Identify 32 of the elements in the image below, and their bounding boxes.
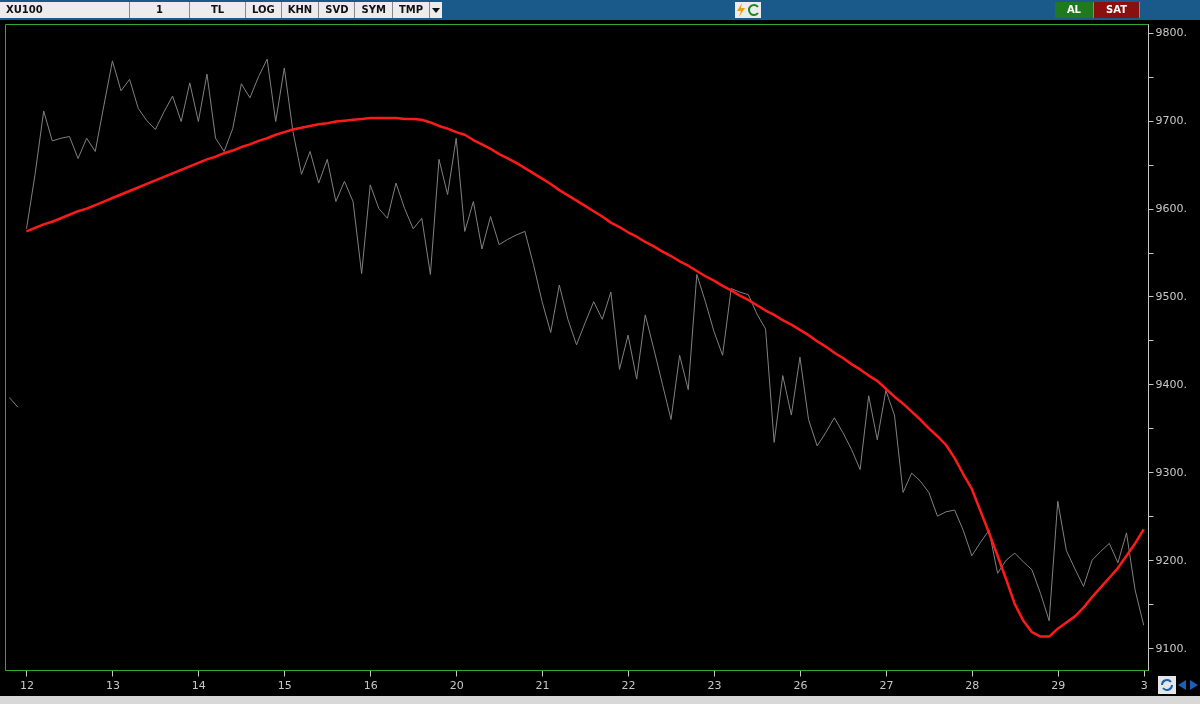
y-tick-label: 9300.: [1155, 465, 1187, 479]
text: SYM: [355, 2, 393, 18]
x-tick-label: 13: [105, 678, 120, 692]
x-tick-label: 16: [363, 678, 378, 692]
text: KHN: [281, 2, 320, 18]
x-tick-label: 22: [621, 678, 636, 692]
y-tick-label: 9400.: [1155, 377, 1187, 391]
x-tick-label: 29: [1051, 678, 1066, 692]
x-tick-label: 27: [879, 678, 894, 692]
x-tick-label: 14: [191, 678, 206, 692]
text: LOG: [246, 2, 282, 18]
text: TL: [190, 2, 246, 18]
x-tick-label: 12: [19, 678, 34, 692]
text: SAT: [1094, 2, 1140, 18]
y-tick-label: 9500.: [1155, 289, 1187, 303]
text: SVD: [319, 2, 356, 18]
y-tick-label: 9200.: [1155, 553, 1187, 567]
chart-title: XU100: [0, 2, 130, 18]
y-tick-label: 9100.: [1155, 641, 1187, 655]
y-tick-label: 9700.: [1155, 114, 1187, 128]
y-tick-label: 9800.: [1155, 26, 1187, 40]
y-tick-label: 9600.: [1155, 202, 1187, 216]
x-tick-label: 15: [277, 678, 292, 692]
text: AL: [1054, 2, 1094, 18]
x-tick-label: 28: [965, 678, 980, 692]
text: TMP: [392, 2, 430, 18]
x-tick-label: 21: [535, 678, 550, 692]
x-tick-label: 3: [1140, 678, 1148, 692]
x-tick-label: 20: [449, 678, 464, 692]
x-tick-label: 23: [707, 678, 722, 692]
text: 1: [130, 2, 190, 18]
x-tick-label: 26: [793, 678, 808, 692]
